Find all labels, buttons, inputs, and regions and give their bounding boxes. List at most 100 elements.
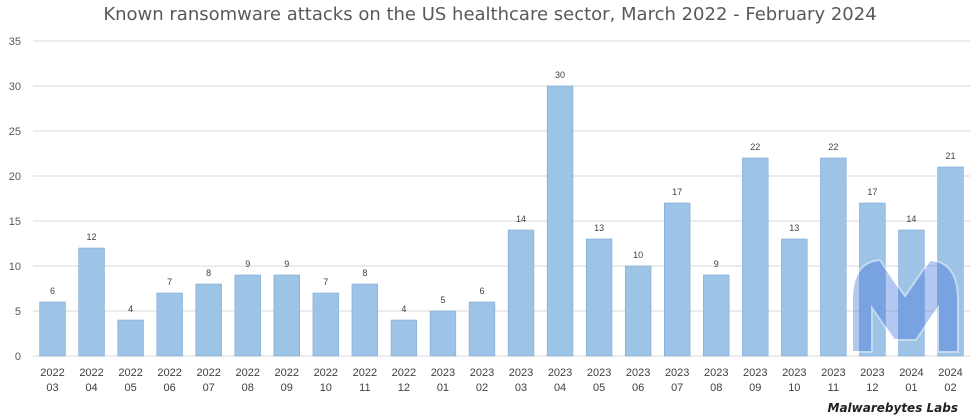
bar	[117, 319, 144, 357]
x-tick-label-year: 2023	[704, 367, 728, 379]
x-tick-label-year: 2022	[275, 367, 299, 379]
x-tick-label-year: 2022	[157, 367, 181, 379]
data-label: 22	[750, 142, 760, 152]
data-label: 14	[516, 214, 526, 224]
data-label: 12	[87, 232, 97, 242]
y-tick-label: 20	[9, 171, 21, 183]
data-label: 21	[945, 151, 955, 161]
bar	[664, 202, 691, 357]
x-tick-label-month: 01	[905, 382, 917, 394]
bar	[585, 238, 613, 357]
malwarebytes-logo-icon	[851, 258, 959, 353]
data-label: 8	[206, 268, 211, 278]
data-label: 9	[284, 259, 289, 269]
x-tick-label-year: 2022	[392, 367, 416, 379]
data-label: 17	[867, 187, 877, 197]
x-tick-label-month: 02	[944, 382, 956, 394]
y-tick-label: 0	[15, 351, 21, 363]
x-tick-label-year: 2023	[431, 367, 455, 379]
x-tick-label-month: 04	[554, 382, 566, 394]
y-axis-ticks: 0 5 10 15 20 25 30 35	[9, 36, 21, 363]
data-label: 6	[50, 286, 55, 296]
bar	[78, 247, 105, 357]
x-tick-label-year: 2022	[235, 367, 259, 379]
x-tick-label-year: 2023	[665, 367, 689, 379]
x-tick-label-month: 05	[593, 382, 605, 394]
x-tick-label-year: 2022	[314, 367, 338, 379]
bar	[390, 319, 418, 357]
x-tick-label-year: 2023	[626, 367, 650, 379]
data-labels: 6 12 4 7 8 9 9 7 8 4 5 6 14 30 13 10 17 9 22 13 22 17 14 21	[50, 70, 955, 314]
bar	[624, 265, 652, 357]
x-tick-label-year: 2023	[782, 367, 806, 379]
bar	[859, 202, 886, 357]
x-tick-label-year: 2023	[548, 367, 572, 379]
bar	[820, 157, 847, 357]
y-tick-label: 25	[9, 126, 21, 138]
bar	[937, 166, 964, 357]
x-tick-label-month: 03	[515, 382, 527, 394]
x-tick-label-month: 12	[398, 382, 410, 394]
gridlines	[33, 40, 970, 357]
x-tick-label-year: 2022	[40, 367, 64, 379]
data-label: 4	[128, 304, 133, 314]
bar	[507, 229, 535, 357]
x-tick-label-month: 12	[866, 382, 878, 394]
x-tick-label-year: 2022	[118, 367, 142, 379]
bar	[742, 157, 769, 357]
x-tick-label-month: 11	[359, 382, 370, 394]
x-tick-label-month: 06	[632, 382, 644, 394]
x-tick-label-month: 08	[242, 382, 254, 394]
y-tick-label: 30	[9, 81, 21, 93]
data-label: 13	[594, 223, 604, 233]
data-label: 7	[167, 277, 172, 287]
bar	[781, 238, 808, 357]
data-label: 22	[828, 142, 838, 152]
x-tick-label-month: 07	[671, 382, 683, 394]
x-tick-label-year: 2023	[509, 367, 533, 379]
bar	[273, 274, 300, 357]
bar	[312, 292, 339, 357]
x-tick-label-month: 11	[828, 382, 839, 394]
bar	[546, 85, 574, 357]
data-label: 5	[440, 295, 445, 305]
x-tick-label-year: 2023	[587, 367, 611, 379]
bar	[351, 283, 379, 357]
bar	[468, 301, 496, 357]
x-tick-label-month: 09	[281, 382, 293, 394]
bar	[234, 274, 261, 357]
x-tick-label-month: 09	[749, 382, 761, 394]
x-tick-label-year: 2023	[743, 367, 767, 379]
bar	[156, 292, 183, 357]
bar	[195, 283, 222, 357]
x-tick-label-month: 04	[85, 382, 97, 394]
y-tick-label: 15	[9, 216, 21, 228]
watermark-text: Malwarebytes Labs	[827, 401, 958, 415]
x-tick-label-month: 10	[788, 382, 800, 394]
x-tick-label-month: 06	[164, 382, 176, 394]
y-tick-label: 35	[9, 36, 21, 48]
x-tick-label-year: 2024	[938, 367, 962, 379]
x-tick-label-month: 08	[710, 382, 722, 394]
data-label: 4	[401, 304, 406, 314]
y-tick-label: 10	[9, 261, 21, 273]
x-axis-ticks: 2022 03 2022 04 2022 05 2022 06 2022 07 2022 08 2022…	[40, 367, 962, 394]
bar	[898, 229, 925, 357]
x-tick-label-year: 2024	[899, 367, 923, 379]
data-label: 10	[633, 250, 643, 260]
x-tick-label-month: 02	[476, 382, 488, 394]
bar	[703, 274, 730, 357]
data-label: 13	[789, 223, 799, 233]
data-label: 14	[906, 214, 916, 224]
x-tick-label-month: 05	[124, 382, 136, 394]
data-label: 8	[362, 268, 367, 278]
data-label: 30	[555, 70, 565, 80]
x-tick-label-year: 2022	[196, 367, 220, 379]
data-label: 17	[672, 187, 682, 197]
x-tick-label-year: 2023	[860, 367, 884, 379]
x-tick-label-year: 2023	[821, 367, 845, 379]
chart-title: Known ransomware attacks on the US healt…	[103, 4, 877, 25]
x-tick-label-month: 03	[46, 382, 58, 394]
x-tick-label-year: 2023	[470, 367, 494, 379]
x-tick-label-month: 01	[437, 382, 449, 394]
